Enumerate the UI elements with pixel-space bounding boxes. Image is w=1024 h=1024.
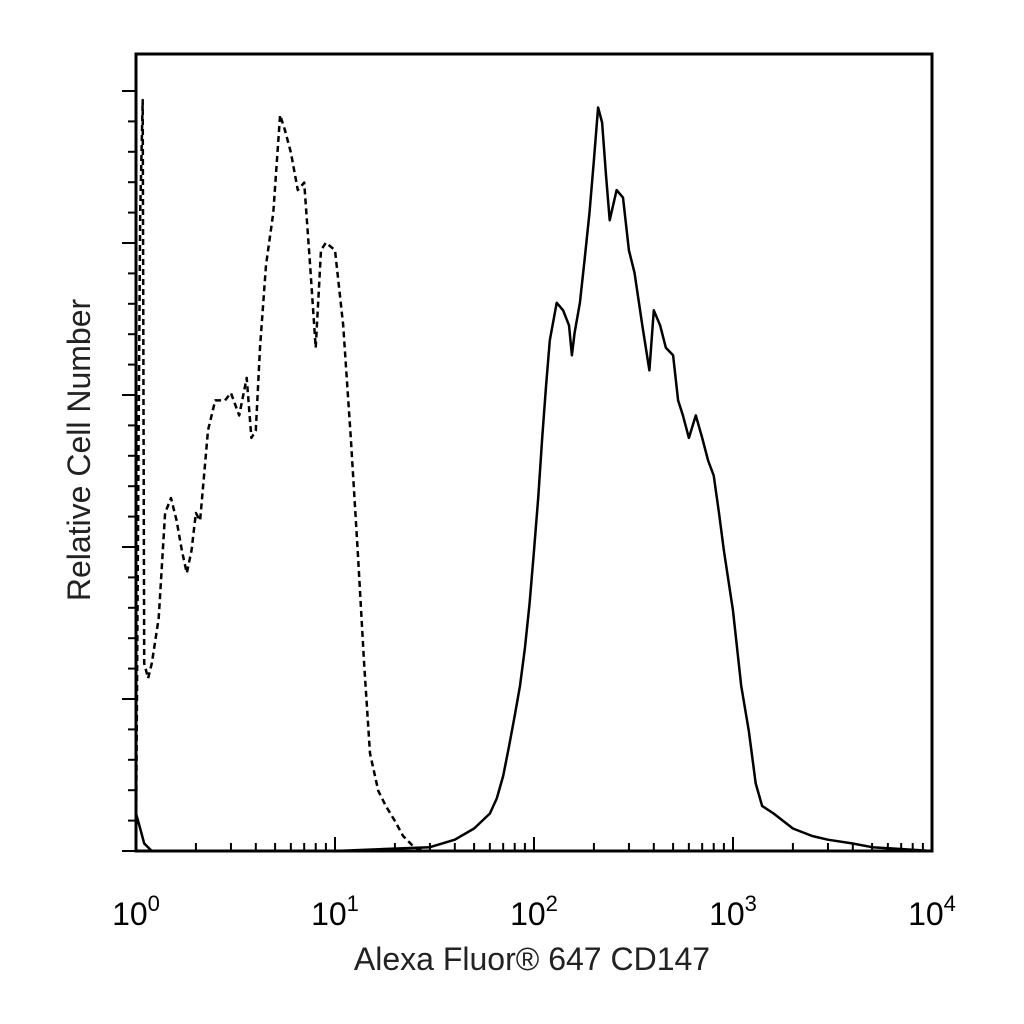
plot-frame xyxy=(134,52,934,853)
x-axis-title: Alexa Fluor® 647 CD147 xyxy=(354,941,710,977)
y-axis-title: Relative Cell Number xyxy=(61,298,97,601)
x-tick-label: 101 xyxy=(311,891,359,932)
plot-series xyxy=(134,98,933,853)
series-line-solid xyxy=(134,106,933,853)
x-tick-label: 103 xyxy=(709,891,757,932)
x-tick-label: 100 xyxy=(112,891,160,932)
x-tick-labels: 100 101 102 103 104 xyxy=(112,891,956,932)
x-tick-label: 104 xyxy=(908,891,956,932)
x-tick-label: 102 xyxy=(510,891,558,932)
